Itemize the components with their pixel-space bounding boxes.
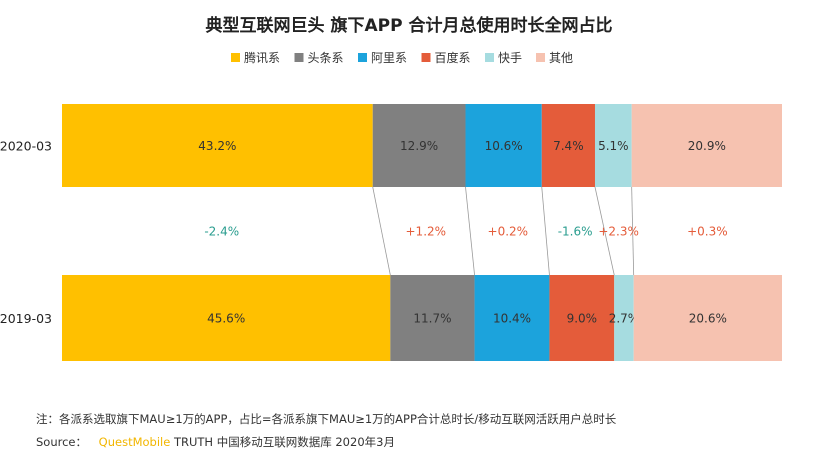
bar-2020-03-5 [631,104,782,187]
legend-label-1: 头条系 [308,51,344,65]
bar-2019-03-4 [614,275,634,361]
category-label-1: 2019-03 [0,311,52,326]
bar-2020-03-3 [541,104,595,187]
change-label-2: +0.2% [488,225,529,239]
connector-line-4 [594,186,615,276]
chart-title: 典型互联网巨头 旗下APP 合计月总使用时长全网占比 [206,15,613,36]
bar-2020-03-1 [372,104,466,187]
connector-line-5 [631,186,635,276]
connector-line-1 [372,186,391,276]
legend-label-2: 阿里系 [371,51,407,65]
bar-2020-03-2 [465,104,542,187]
bar-2019-03-0 [62,275,391,361]
source-label: Source： [36,435,87,449]
legend-swatch-4 [485,53,494,62]
connector-line-2 [465,186,475,276]
source-line: Source： QuestMobile TRUTH 中国移动互联网数据库 202… [36,434,395,450]
source-brand: QuestMobile [98,435,171,449]
data-label-2019-03-0: 45.6% [207,312,245,326]
data-label-2020-03-2: 10.6% [485,139,523,153]
legend-label-0: 腾讯系 [244,50,280,65]
data-label-2019-03-2: 10.4% [493,312,531,326]
bar-2020-03-4 [594,104,632,187]
legend-swatch-2 [358,53,367,62]
bar-2020-03-0 [62,104,373,187]
change-label-4: +2.3% [598,225,639,239]
source-database: TRUTH 中国移动互联网数据库 2020年3月 [173,435,395,449]
data-label-2019-03-3: 9.0% [567,312,598,326]
legend-swatch-3 [421,53,431,62]
legend-label-4: 快手 [498,51,522,65]
data-label-2019-03-4: 2.7% [609,312,640,326]
legend-label-5: 其他 [549,51,573,65]
change-label-5: +0.3% [687,225,728,239]
change-label-0: -2.4% [204,225,239,239]
data-label-2020-03-3: 7.4% [553,139,584,153]
category-label-0: 2020-03 [0,139,52,154]
legend-swatch-5 [536,53,545,62]
change-label-3: -1.6% [558,225,593,239]
legend-swatch-1 [294,53,304,62]
data-label-2019-03-1: 11.7% [413,312,451,326]
connector-line-3 [541,186,550,276]
bar-2019-03-1 [390,275,475,361]
bar-2019-03-2 [474,275,550,361]
legend-swatch-0 [231,53,240,62]
data-label-2020-03-0: 43.2% [198,139,236,153]
change-label-1: +1.2% [406,225,447,239]
legend-label-3: 百度系 [435,50,471,65]
bar-2019-03-3 [549,275,615,361]
data-label-2020-03-5: 20.9% [688,139,726,153]
data-label-2020-03-4: 5.1% [598,139,629,153]
data-label-2020-03-1: 12.9% [400,139,438,153]
data-label-2019-03-5: 20.6% [689,312,727,326]
footnote: 注：各派系选取旗下MAU≥1万的APP，占比=各派系旗下MAU≥1万的APP合计… [36,412,617,426]
bar-2019-03-5 [633,275,782,361]
